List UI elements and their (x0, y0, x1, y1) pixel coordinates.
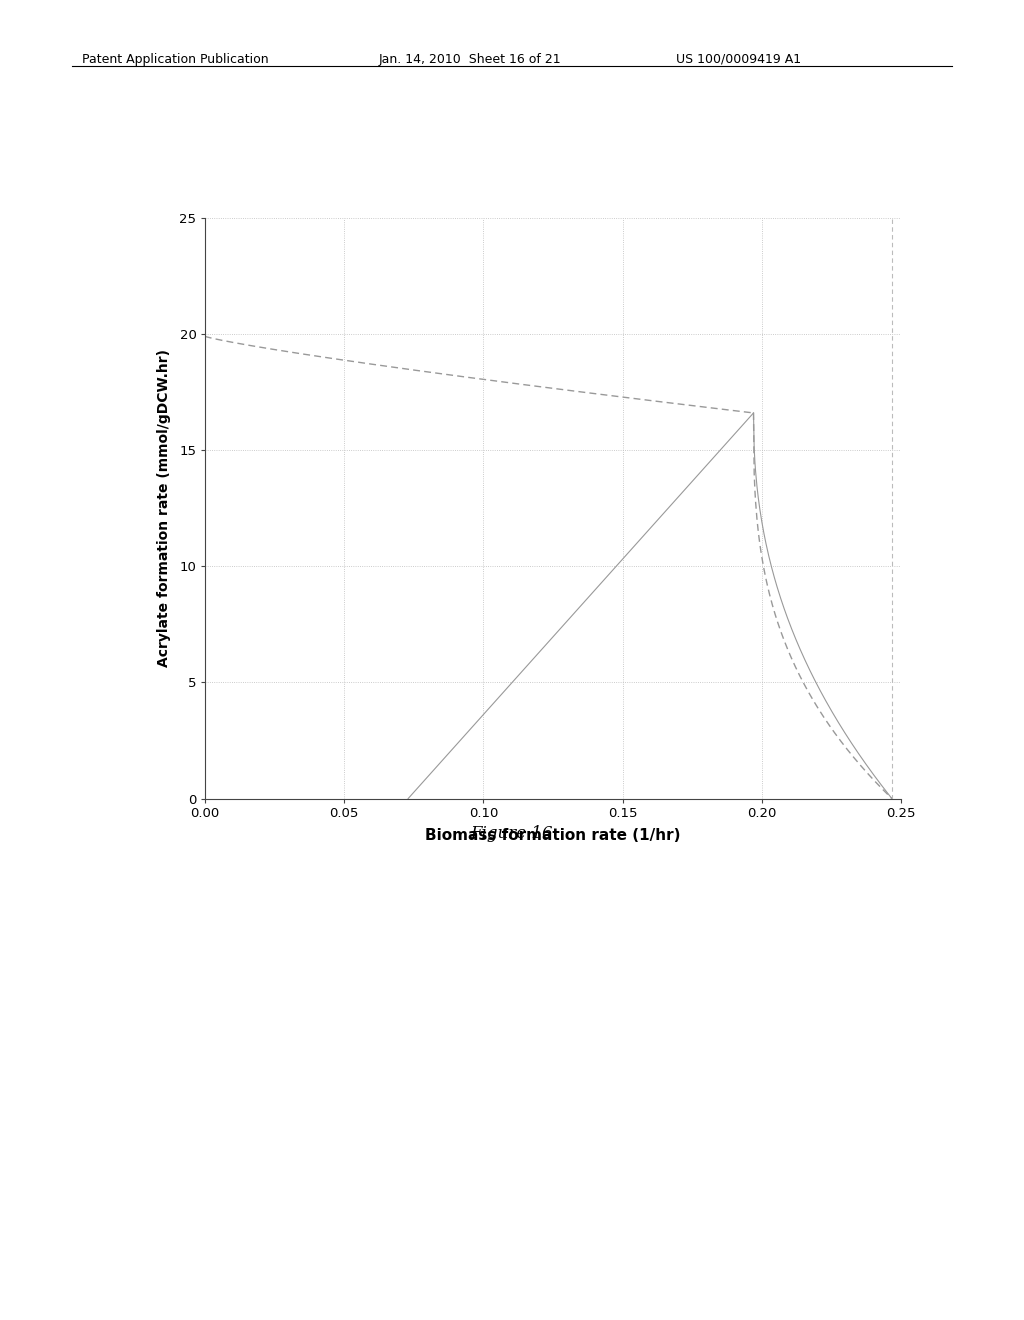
Text: US 100/0009419 A1: US 100/0009419 A1 (676, 53, 801, 66)
X-axis label: Biomass formation rate (1/hr): Biomass formation rate (1/hr) (425, 828, 681, 843)
Text: Patent Application Publication: Patent Application Publication (82, 53, 268, 66)
Text: Jan. 14, 2010  Sheet 16 of 21: Jan. 14, 2010 Sheet 16 of 21 (379, 53, 561, 66)
Y-axis label: Acrylate formation rate (mmol/gDCW.hr): Acrylate formation rate (mmol/gDCW.hr) (157, 350, 171, 667)
Text: Figure 16: Figure 16 (471, 825, 553, 842)
